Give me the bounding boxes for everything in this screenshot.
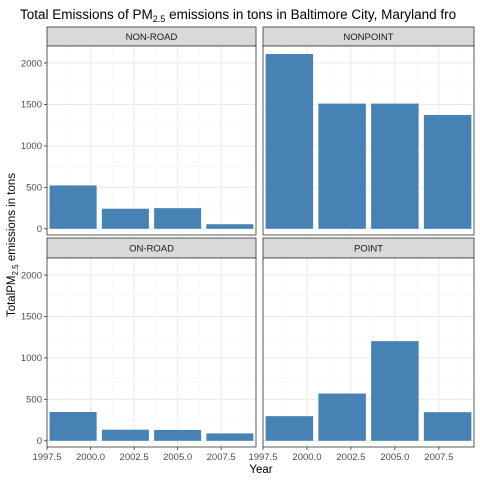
x-tick-label: 2000.0 <box>76 452 105 463</box>
facet-strip-label: ON-ROAD <box>129 244 174 255</box>
y-tick-label: 2000 <box>21 270 42 281</box>
y-tick-label: 1500 <box>21 312 42 323</box>
x-axis-title: Year <box>249 464 272 476</box>
bar <box>371 103 419 229</box>
bar <box>101 429 149 441</box>
facet-panels: NON-ROAD NONPOINT ON-ROAD POINT <box>46 26 475 448</box>
bar <box>318 103 366 229</box>
bar <box>101 208 149 229</box>
bar <box>49 412 97 441</box>
facet-panel: POINT <box>262 237 475 448</box>
x-tick-label: 2007.5 <box>424 452 453 463</box>
bar <box>206 433 254 441</box>
bar <box>154 208 202 229</box>
y-tick-label: 0 <box>37 436 42 447</box>
x-tick-label: 2002.5 <box>120 452 149 463</box>
x-tick-label: 2005.0 <box>163 452 192 463</box>
y-axis-title-subscript: 2.5 <box>11 264 20 276</box>
y-tick-label: 2000 <box>21 58 42 69</box>
bar <box>265 416 314 441</box>
chart-title-subscript: 2.5 <box>153 14 166 24</box>
bar <box>49 185 97 229</box>
x-tick-label: 2005.0 <box>380 452 409 463</box>
y-axis-title-suffix: emissions in tons <box>6 173 18 265</box>
x-tick-label: 2002.5 <box>336 452 365 463</box>
y-tick-label: 0 <box>37 224 42 235</box>
facet-panel: NON-ROAD <box>46 26 257 236</box>
y-tick-label: 1000 <box>21 353 42 364</box>
x-tick-label: 1997.5 <box>248 452 277 463</box>
panel-border <box>46 45 257 236</box>
y-axis-ticks: 0 500 1000 1500 2000 0 500 1000 1500 2000 <box>21 58 47 447</box>
bar <box>423 412 472 441</box>
y-tick-label: 500 <box>26 183 42 194</box>
facet-panel: ON-ROAD <box>46 237 257 448</box>
facet-strip-label: NON-ROAD <box>126 32 178 43</box>
bar <box>206 224 254 229</box>
y-axis-title-prefix: TotalPM <box>6 275 18 317</box>
chart-title-prefix: Total Emissions of PM <box>20 7 153 22</box>
y-tick-label: 1000 <box>21 141 42 152</box>
y-tick-label: 500 <box>26 395 42 406</box>
y-axis-title: TotalPM2.5 emissions in tons <box>6 173 20 317</box>
bar <box>154 430 202 441</box>
facet-panel: NONPOINT <box>262 26 475 236</box>
panel-border <box>262 45 475 236</box>
bar <box>423 114 472 229</box>
bar <box>318 393 366 441</box>
bar <box>371 341 419 441</box>
facet-strip-label: NONPOINT <box>343 32 393 43</box>
x-tick-label: 2007.5 <box>207 452 236 463</box>
panel-border <box>46 257 257 448</box>
chart-title: Total Emissions of PM2.5 emissions in to… <box>20 7 456 24</box>
x-tick-label: 1997.5 <box>32 452 61 463</box>
y-tick-label: 1500 <box>21 100 42 111</box>
panel-border <box>262 257 475 448</box>
chart-title-suffix: emissions in tons in Baltimore City, Mar… <box>165 7 456 22</box>
x-tick-label: 2000.0 <box>292 452 321 463</box>
facet-strip-label: POINT <box>354 244 383 255</box>
x-axis-ticks: 1997.5 2000.0 2002.5 2005.0 2007.5 1997.5 2000… <box>32 447 453 463</box>
bar <box>265 54 314 229</box>
